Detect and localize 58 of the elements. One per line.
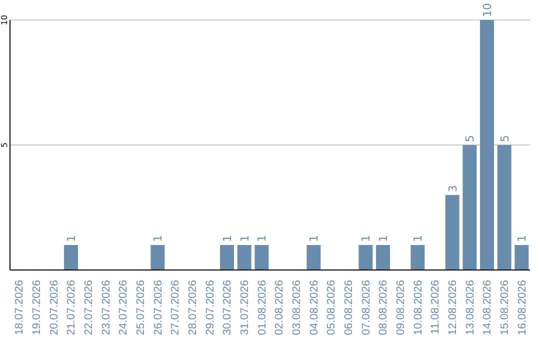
x-tick-label: 06.08.2026 xyxy=(343,280,355,336)
bar xyxy=(64,245,78,270)
x-tick-label: 07.08.2026 xyxy=(360,280,372,336)
x-tick-label: 09.08.2026 xyxy=(395,280,407,336)
x-tick-label: 02.08.2026 xyxy=(274,280,286,336)
data-label: 1 xyxy=(221,235,234,242)
data-label: 1 xyxy=(377,235,390,242)
bar xyxy=(462,145,477,270)
data-label: 1 xyxy=(308,235,321,242)
x-tick-label: 28.07.2026 xyxy=(187,280,199,336)
x-tick-label: 27.07.2026 xyxy=(170,280,182,336)
x-tick-label: 29.07.2026 xyxy=(204,280,216,336)
x-tick-label: 18.07.2026 xyxy=(14,280,26,336)
x-tick-label: 19.07.2026 xyxy=(31,280,43,336)
data-label: 1 xyxy=(360,235,373,242)
bar xyxy=(514,245,529,270)
bar xyxy=(237,245,252,270)
x-tick-label: 30.07.2026 xyxy=(222,280,234,336)
data-label: 5 xyxy=(464,135,477,142)
bar xyxy=(480,20,494,270)
x-tick-label: 10.08.2026 xyxy=(412,280,424,336)
x-tick-label: 16.08.2026 xyxy=(516,280,528,336)
x-tick-label: 03.08.2026 xyxy=(291,280,303,336)
x-tick-label: 01.08.2026 xyxy=(256,280,268,336)
x-tick-label: 12.08.2026 xyxy=(447,280,459,336)
x-tick-label: 13.08.2026 xyxy=(464,280,476,336)
bar xyxy=(410,245,425,270)
data-label: 1 xyxy=(256,235,269,242)
x-tick-label: 24.07.2026 xyxy=(118,280,130,336)
x-tick-label: 22.07.2026 xyxy=(83,280,95,336)
bar xyxy=(254,245,269,270)
x-tick-label: 05.08.2026 xyxy=(326,280,338,336)
bar xyxy=(445,195,460,270)
x-tick-label: 31.07.2026 xyxy=(239,280,251,336)
data-label: 3 xyxy=(446,185,460,192)
bar xyxy=(306,245,321,270)
bar xyxy=(358,245,373,270)
data-label: 1 xyxy=(412,235,425,242)
x-tick-label: 04.08.2026 xyxy=(308,280,320,336)
x-tick-label: 25.07.2026 xyxy=(135,280,147,336)
data-label: 5 xyxy=(498,135,512,142)
data-label: 1 xyxy=(238,235,252,242)
x-tick-label: 14.08.2026 xyxy=(482,280,494,336)
x-tick-label: 08.08.2026 xyxy=(378,280,390,336)
bar xyxy=(220,245,234,270)
bar xyxy=(497,145,512,270)
x-tick-label: 11.08.2026 xyxy=(430,280,442,334)
x-tick-label: 21.07.2026 xyxy=(66,280,78,336)
bar xyxy=(376,245,390,270)
x-tick-label: 26.07.2026 xyxy=(152,280,164,336)
data-label: 1 xyxy=(65,235,78,242)
x-tick-label: 15.08.2026 xyxy=(499,280,511,336)
data-label: 1 xyxy=(516,235,529,242)
x-tick-label: 20.07.2026 xyxy=(48,280,60,336)
x-tick-label: 23.07.2026 xyxy=(100,280,112,336)
data-label: 1 xyxy=(152,235,165,242)
bar xyxy=(150,245,165,270)
data-label: 10 xyxy=(481,3,494,17)
